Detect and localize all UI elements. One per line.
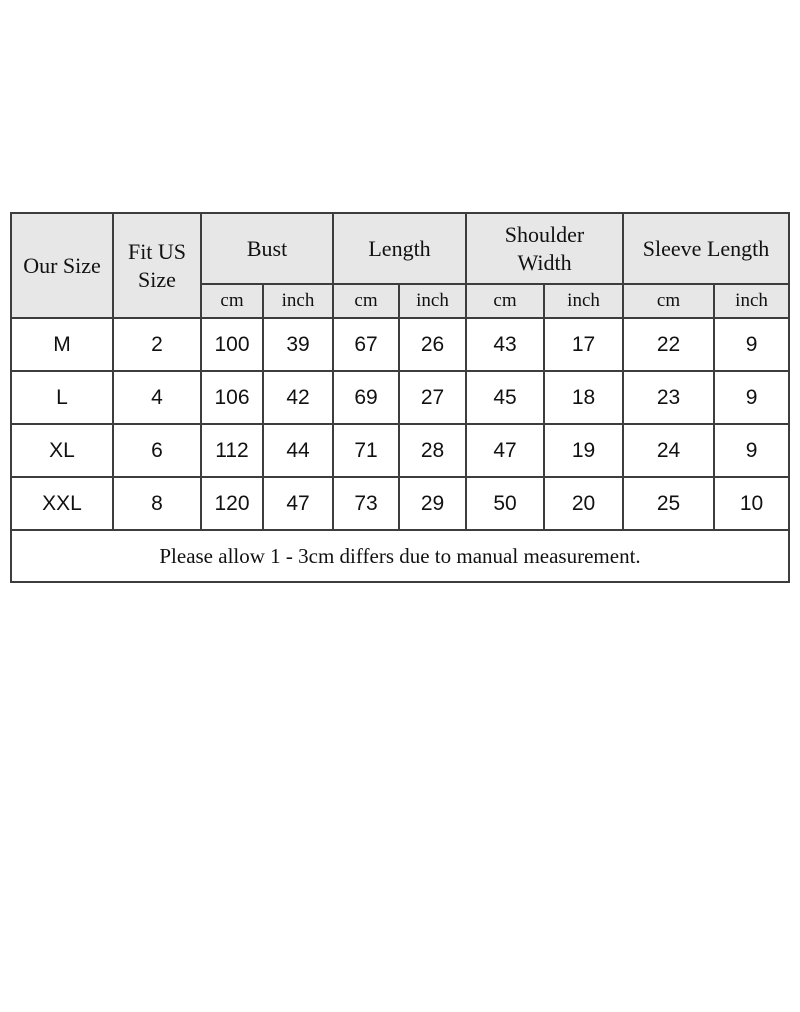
bust-inch-cell: 44 [261, 423, 335, 478]
unit-shoulder-inch: inch [543, 283, 625, 319]
length-inch-cell: 29 [398, 476, 468, 531]
length-inch-cell: 28 [398, 423, 468, 478]
size-cell: M [10, 317, 114, 372]
sleeve-cm-cell: 23 [622, 370, 716, 425]
note-row: Please allow 1 - 3cm differs due to manu… [9, 529, 791, 583]
sleeve-inch-cell: 9 [713, 370, 791, 425]
header-our-size: Our Size [10, 212, 114, 319]
length-cm-cell: 71 [332, 423, 401, 478]
bust-cm-cell: 100 [200, 317, 264, 372]
sleeve-inch-cell: 9 [713, 423, 791, 478]
size-chart-table: Our Size Fit US Size Bust Length Shoulde… [9, 212, 791, 583]
fit-us-cell: 4 [112, 370, 202, 425]
fit-us-cell: 2 [112, 317, 202, 372]
shoulder-inch-cell: 19 [543, 423, 625, 478]
length-cm-cell: 67 [332, 317, 401, 372]
bust-cm-cell: 106 [200, 370, 264, 425]
size-cell: XL [10, 423, 114, 478]
shoulder-cm-cell: 50 [465, 476, 546, 531]
header-group-sleeve-length: Sleeve Length [622, 212, 791, 285]
header-group-length: Length [332, 212, 468, 285]
table-header: Our Size Fit US Size Bust Length Shoulde… [10, 212, 791, 319]
shoulder-inch-cell: 18 [543, 370, 625, 425]
unit-sleeve-cm: cm [622, 283, 716, 319]
bust-inch-cell: 47 [261, 476, 335, 531]
unit-bust-inch: inch [261, 283, 335, 319]
header-unit-row: cm inch cm inch cm inch cm inch [11, 283, 791, 319]
shoulder-cm-cell: 47 [465, 423, 546, 478]
fit-us-cell: 6 [112, 423, 202, 478]
table-row-xl: XL 6 112 44 71 28 47 19 24 9 [10, 423, 791, 478]
header-group-bust: Bust [199, 212, 335, 285]
sleeve-cm-cell: 25 [622, 476, 716, 531]
sleeve-inch-cell: 9 [713, 317, 791, 372]
length-cm-cell: 69 [332, 370, 401, 425]
unit-bust-cm: cm [200, 283, 264, 319]
shoulder-cm-cell: 43 [465, 317, 546, 372]
unit-shoulder-cm: cm [465, 283, 546, 319]
bust-inch-cell: 42 [261, 370, 335, 425]
sleeve-cm-cell: 22 [622, 317, 716, 372]
table-row-xxl: XXL 8 120 47 73 29 50 20 25 10 [10, 476, 791, 531]
bust-cm-cell: 120 [200, 476, 264, 531]
header-group-row: Our Size Fit US Size Bust Length Shoulde… [10, 212, 791, 319]
size-cell: XXL [10, 476, 114, 531]
header-group-shoulder-width: Shoulder Width [465, 212, 625, 285]
size-cell: L [10, 370, 114, 425]
unit-length-inch: inch [398, 283, 468, 319]
shoulder-inch-cell: 17 [543, 317, 625, 372]
sleeve-inch-cell: 10 [713, 476, 791, 531]
shoulder-cm-cell: 45 [465, 370, 546, 425]
bust-cm-cell: 112 [200, 423, 264, 478]
fit-us-cell: 8 [112, 476, 202, 531]
length-cm-cell: 73 [332, 476, 401, 531]
length-inch-cell: 26 [398, 317, 468, 372]
unit-sleeve-inch: inch [713, 283, 791, 319]
table-row-l: L 4 106 42 69 27 45 18 23 9 [10, 370, 791, 425]
length-inch-cell: 27 [398, 370, 468, 425]
unit-length-cm: cm [332, 283, 401, 319]
measurement-note: Please allow 1 - 3cm differs due to manu… [9, 529, 791, 583]
table-row-m: M 2 100 39 67 26 43 17 22 9 [10, 317, 791, 372]
bust-inch-cell: 39 [261, 317, 335, 372]
sleeve-cm-cell: 24 [622, 423, 716, 478]
shoulder-inch-cell: 20 [543, 476, 625, 531]
header-fit-us-size: Fit US Size [112, 212, 202, 319]
table-body: M 2 100 39 67 26 43 17 22 9 L 4 106 42 6… [9, 317, 791, 583]
